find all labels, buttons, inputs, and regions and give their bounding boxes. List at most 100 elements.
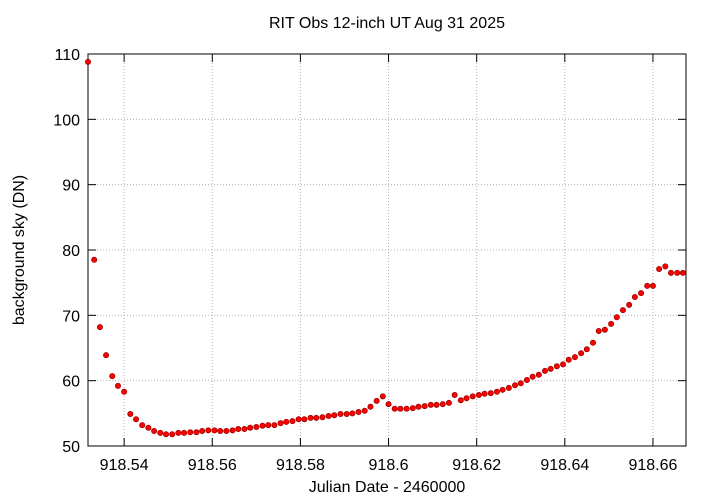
data-point [626,301,633,308]
data-point [487,390,494,397]
data-point [403,405,410,412]
data-point [409,405,416,412]
y-tick-label: 90 [62,178,80,195]
data-point [638,290,645,297]
data-point [644,282,651,289]
data-point [241,426,248,433]
data-point [139,422,146,429]
data-point [415,403,422,410]
data-point [307,414,314,421]
data-point [337,410,344,417]
data-point [121,388,128,395]
data-point [259,422,266,429]
data-point [529,373,536,380]
data-point [649,282,656,289]
x-tick-label: 918.54 [100,457,149,474]
data-point [668,269,675,276]
data-point [193,429,200,436]
data-point [265,422,272,429]
data-point [517,380,524,387]
y-tick-label: 100 [53,112,80,129]
data-point [96,324,103,331]
x-tick-label: 918.66 [628,457,677,474]
x-tick-label: 918.58 [276,457,325,474]
data-point [499,386,506,393]
data-point [157,429,164,436]
data-point [367,403,374,410]
data-point [253,424,260,431]
data-point [619,307,626,314]
data-point [103,352,110,359]
data-point [109,373,116,380]
data-point [547,365,554,372]
data-point [379,393,386,400]
data-point [127,410,134,417]
data-point [427,401,434,408]
data-point [674,269,681,276]
data-point [181,429,188,436]
data-point [325,412,332,419]
data-point [385,401,392,408]
data-point [457,397,464,404]
data-point [283,418,290,425]
data-point [590,339,597,346]
data-point [277,420,284,427]
data-point [445,399,452,406]
data-point [656,265,663,272]
data-point [523,377,530,384]
x-tick-label: 918.64 [540,457,589,474]
data-point [175,429,182,436]
data-point [289,418,296,425]
y-tick-label: 50 [62,439,80,456]
data-point [463,395,470,402]
data-point [217,427,224,434]
data-point [247,424,254,431]
data-point [601,326,608,333]
data-point [631,294,638,301]
data-point [361,407,368,414]
data-point [162,431,169,438]
data-point [541,367,548,374]
data-point [133,416,140,423]
data-point [469,393,476,400]
data-point [343,410,350,417]
data-point [583,346,590,353]
x-tick-label: 918.56 [188,457,237,474]
data-point [319,414,326,421]
data-point [391,405,398,412]
data-point [505,384,512,391]
data-point [613,314,620,321]
x-axis-label: Julian Date - 2460000 [309,479,466,496]
data-point [271,422,278,429]
y-axis-label: background sky (DN) [11,175,28,325]
data-point [355,409,362,416]
data-point [169,431,176,438]
y-tick-label: 80 [62,243,80,260]
data-point [662,263,669,270]
data-point [608,320,615,327]
data-point [349,410,356,417]
data-point [679,269,686,276]
data-point [451,392,458,399]
data-point [223,427,230,434]
data-point [578,350,585,357]
data-point [199,427,206,434]
data-point [295,416,302,423]
y-tick-label: 60 [62,374,80,391]
plot-frame [87,53,687,447]
data-point [91,256,98,263]
data-point [397,405,404,412]
data-point [433,401,440,408]
y-tick-label: 70 [62,308,80,325]
data-point [331,412,338,419]
data-point [493,388,500,395]
chart-title: RIT Obs 12-inch UT Aug 31 2025 [269,15,505,32]
data-point [475,392,482,399]
data-point [313,414,320,421]
data-point [373,397,380,404]
data-point [235,426,242,433]
data-point [439,401,446,408]
data-point [85,58,92,65]
